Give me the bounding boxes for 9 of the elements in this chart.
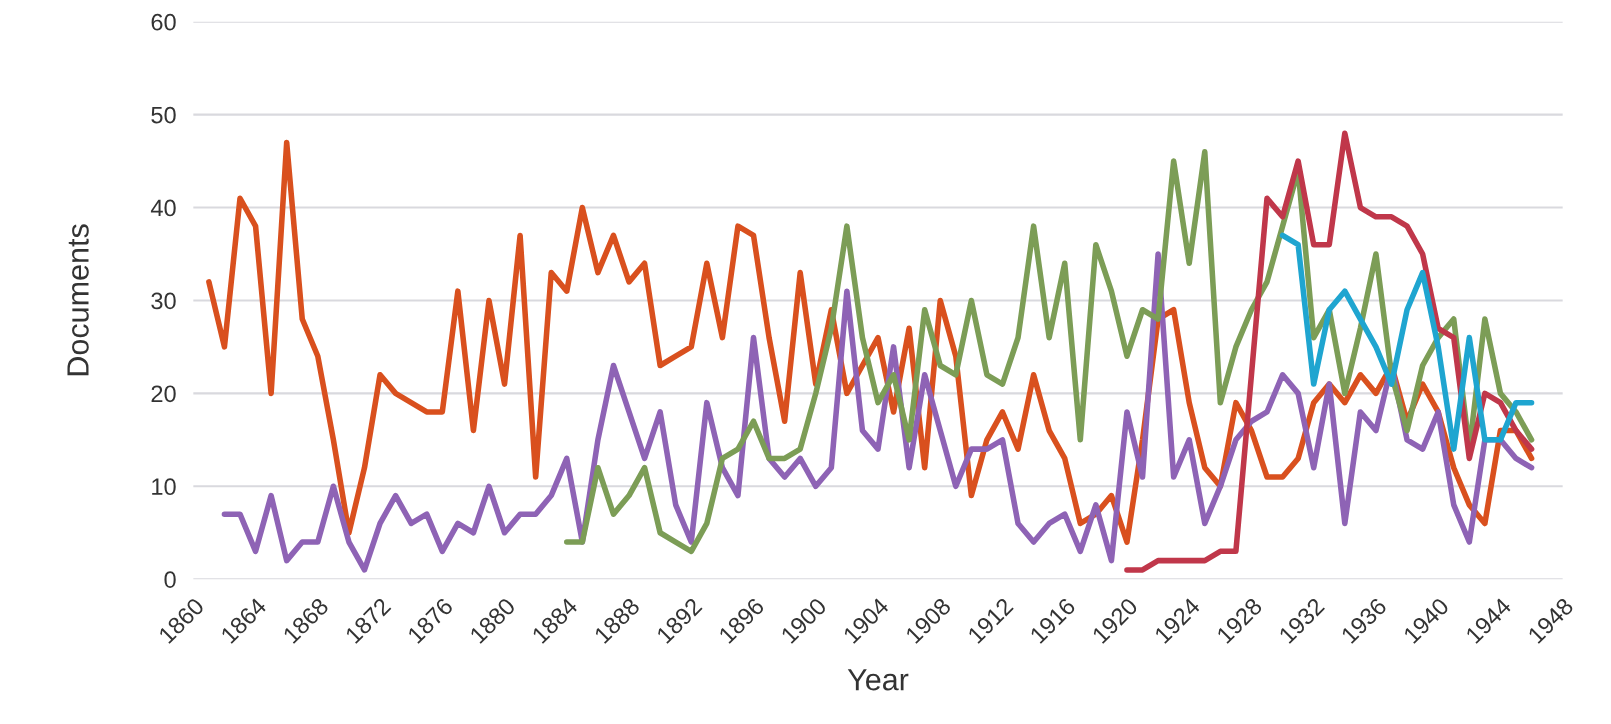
y-axis-title: Documents — [67, 224, 89, 376]
y-tick-label: 10 — [152, 478, 176, 496]
x-axis-title: Year — [847, 669, 909, 691]
y-tick-label: 30 — [151, 292, 176, 310]
y-tick-label: 60 — [151, 13, 176, 31]
y-tick-label: 0 — [164, 571, 176, 588]
y-tick-label: 20 — [151, 385, 176, 403]
y-tick-label: 40 — [150, 199, 176, 217]
y-tick-label: 50 — [151, 106, 176, 124]
